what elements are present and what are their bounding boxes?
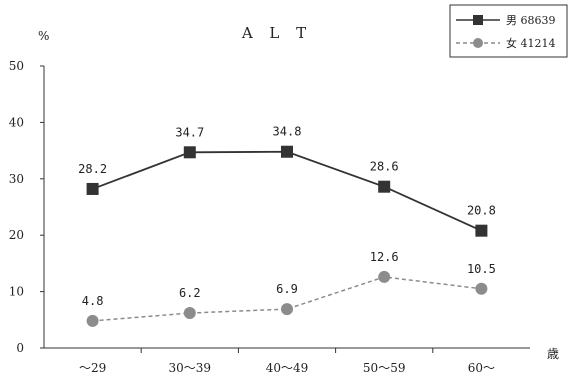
data-label: 20.8 <box>467 204 496 218</box>
data-point-circle <box>475 282 488 295</box>
series-female: 4.8 6.2 6.9 12.6 10.5 <box>82 250 496 327</box>
y-tick-label: 30 <box>9 172 24 186</box>
y-tick-label: 20 <box>9 228 24 242</box>
data-point-square <box>281 145 293 158</box>
data-point-square <box>86 182 99 195</box>
y-tick-label: 10 <box>9 285 24 299</box>
data-label: 28.6 <box>370 160 399 174</box>
data-label: 34.8 <box>273 125 302 139</box>
x-category-label: 30～39 <box>169 361 212 375</box>
series-layer: 28.2 34.7 34.8 28.6 20.8 4.8 6.2 6.9 12.6 10.5 <box>78 125 496 327</box>
x-category-label: 40～49 <box>266 361 309 375</box>
legend-entry: 女 41214 <box>506 36 556 50</box>
x-axis-ticks: ～29 30～39 40～49 50～59 60～ <box>79 348 495 375</box>
chart-title: A L T <box>241 24 312 42</box>
data-label: 4.8 <box>82 294 104 308</box>
series-line <box>92 276 482 322</box>
legend-marker-circle <box>473 38 483 48</box>
x-category-label: ～29 <box>79 361 106 375</box>
data-point-square <box>183 146 196 159</box>
data-point-circle <box>183 307 196 320</box>
data-point-circle <box>378 270 391 283</box>
data-label: 6.9 <box>276 282 298 296</box>
series-line <box>92 150 482 232</box>
data-label: 10.5 <box>467 262 496 276</box>
data-label: 12.6 <box>370 250 399 264</box>
x-category-label: 60～ <box>468 361 495 375</box>
y-tick-label: 40 <box>9 115 24 129</box>
data-point-square <box>475 224 488 237</box>
x-category-label: 50～59 <box>363 361 406 375</box>
legend: 男 68639 女 41214 <box>449 4 568 58</box>
legend-marker-square <box>473 15 483 25</box>
data-point-square <box>378 180 391 193</box>
legend-box <box>449 4 568 58</box>
series-male: 28.2 34.7 34.8 28.6 20.8 <box>78 125 496 237</box>
data-label: 6.2 <box>179 286 201 300</box>
y-tick-label: 0 <box>16 341 24 355</box>
data-point-circle <box>281 303 293 316</box>
data-label: 34.7 <box>175 125 204 139</box>
x-axis-unit-label: 歳 <box>547 347 559 361</box>
y-axis-ticks: 0 10 20 30 40 50 <box>9 59 44 355</box>
legend-entry: 男 68639 <box>506 14 556 27</box>
data-label: 28.2 <box>78 162 107 176</box>
data-point-circle <box>86 314 99 327</box>
y-tick-label: 50 <box>9 59 24 73</box>
y-axis-unit-label: % <box>38 29 49 43</box>
